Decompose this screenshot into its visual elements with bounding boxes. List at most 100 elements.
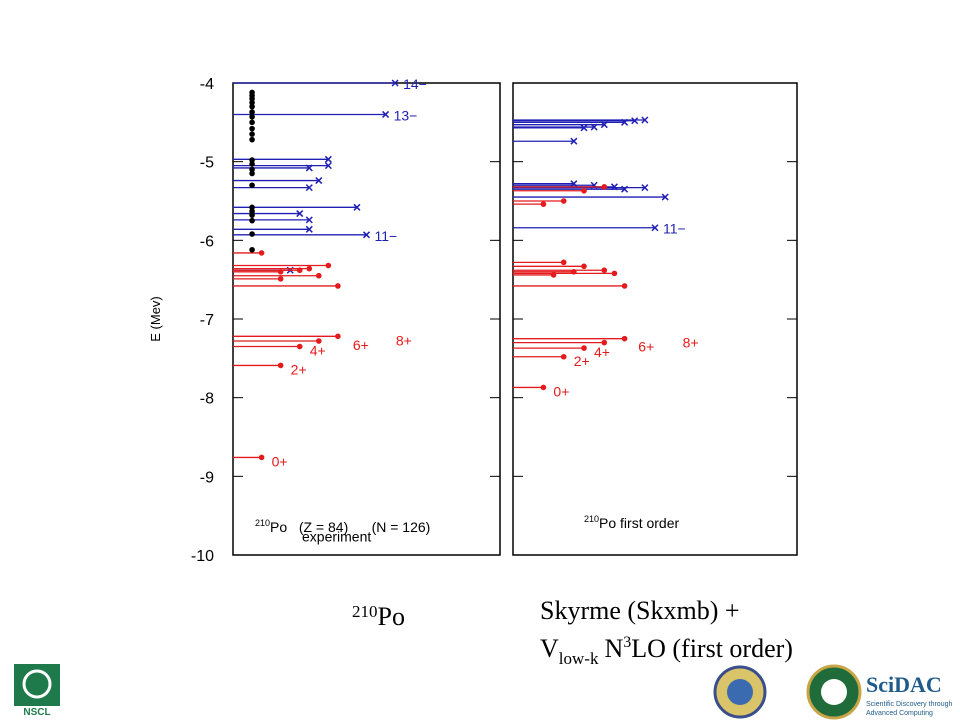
level-marker [249,182,255,189]
level-label: 6+ [638,339,654,355]
level-marker [296,343,303,350]
panel-subnote: experiment [302,529,371,545]
level-marker [581,345,587,351]
level-label: 2+ [291,361,307,377]
level-marker [560,353,567,360]
level-marker [249,161,255,167]
level-marker [249,99,255,106]
level-marker [249,157,255,163]
level-marker [249,95,255,102]
logo-text: NSCL [23,707,50,718]
panel-frame [512,82,798,556]
y-tick-label: -5 [200,155,214,172]
y-tick-label: -8 [200,391,214,408]
level-label: 14− [403,76,427,92]
level-marker [258,454,265,461]
level-marker [641,184,649,192]
level-marker [249,166,255,173]
level-marker [249,114,255,120]
nsf-logo-center [727,679,753,705]
level-marker [540,384,547,391]
level-marker [621,118,629,126]
level-marker [560,259,567,266]
level-marker [325,262,332,269]
level-label: 2+ [574,353,590,369]
level-marker [335,283,341,289]
level-marker [580,124,588,132]
level-marker [601,184,608,190]
level-marker [316,338,322,344]
y-tick-label: -9 [200,469,214,486]
level-marker [296,267,303,274]
level-marker [249,204,255,211]
level-marker [540,201,547,207]
y-axis-label: E (Mev) [148,296,163,342]
level-marker [570,137,578,145]
level-marker [305,164,313,172]
level-marker [631,117,639,125]
level-marker [249,231,255,237]
y-tick-label: -7 [200,312,214,329]
level-marker [353,203,361,211]
level-marker [249,136,255,143]
level-marker [249,212,255,218]
level-marker [661,193,669,201]
logo-ring [22,669,52,699]
level-marker [621,335,628,342]
level-marker [249,109,255,115]
level-label: 6+ [353,337,369,353]
level-marker [641,116,649,124]
level-marker [335,333,341,340]
level-label: 0+ [553,383,569,399]
level-marker [315,177,323,185]
level-label: 11− [663,221,686,237]
nscl-logo: NSCL [14,664,60,718]
panel-note: 210Po first order [584,514,680,531]
level-marker [277,362,284,369]
level-marker [277,276,284,282]
level-label: 13− [394,107,418,123]
y-tick-label: -6 [200,233,214,250]
level-marker [305,216,313,224]
level-marker [324,162,332,170]
level-label: 8+ [683,335,699,351]
level-marker [611,270,618,277]
level-marker [382,110,390,118]
level-marker [249,103,255,110]
level-marker [305,184,313,192]
level-marker [249,170,255,177]
level-marker [277,269,284,275]
level-label: 11− [375,228,398,244]
level-marker [362,231,371,239]
level-label: 0+ [272,453,288,469]
level-marker [590,123,598,131]
scidac-sub: Advanced Computing [866,710,933,717]
level-marker [560,198,567,204]
caption: 210Po [352,602,405,631]
panel-note: 210Po (Z = 84) (N = 126) [255,518,430,535]
level-marker [249,208,255,215]
caption: Skyrme (Skxmb) + [540,596,740,625]
level-marker [306,265,313,272]
level-marker [324,155,332,163]
level-marker [249,131,255,137]
level-label: 8+ [396,332,412,348]
level-marker [249,125,255,132]
doe-logo-center [821,679,847,705]
level-marker [305,225,313,233]
level-marker [258,250,265,256]
level-marker [581,263,587,270]
level-marker [621,185,629,193]
scidac-logo: SciDAC [866,672,942,697]
level-marker [296,210,304,218]
level-marker [249,217,255,224]
level-marker [249,119,255,126]
level-marker [601,339,608,346]
level-marker [316,272,322,279]
y-tick-label: -4 [200,76,214,93]
level-marker [600,121,608,129]
level-marker [601,267,608,274]
y-tick-label: -10 [191,548,214,565]
level-marker [550,272,557,278]
